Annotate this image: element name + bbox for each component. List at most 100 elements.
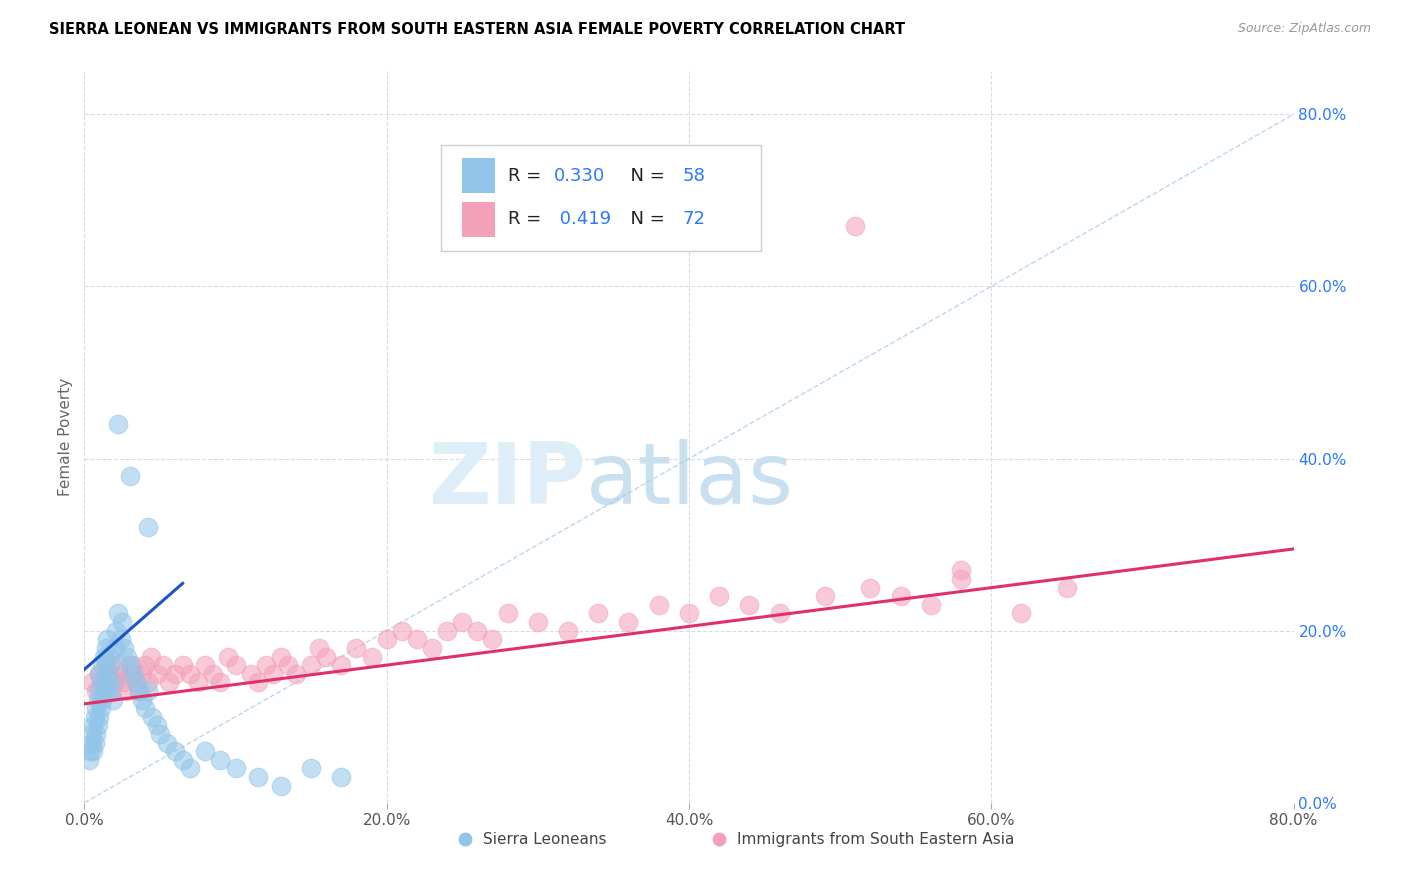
Point <box>93 684 115 698</box>
Text: 58: 58 <box>683 167 706 185</box>
Point <box>165 666 187 681</box>
Point <box>890 589 912 603</box>
Point <box>118 658 141 673</box>
Point <box>91 692 114 706</box>
Text: SIERRA LEONEAN VS IMMIGRANTS FROM SOUTH EASTERN ASIA FEMALE POVERTY CORRELATION : SIERRA LEONEAN VS IMMIGRANTS FROM SOUTH … <box>49 22 905 37</box>
Point <box>128 684 150 698</box>
Point <box>107 658 129 673</box>
Point <box>90 701 112 715</box>
Point <box>375 632 398 647</box>
Point <box>112 640 135 655</box>
Point <box>91 658 114 673</box>
Text: R =: R = <box>508 167 547 185</box>
Point <box>588 607 610 621</box>
Point <box>104 640 127 655</box>
Point <box>262 666 284 681</box>
Point <box>105 624 128 638</box>
Point <box>86 727 108 741</box>
Point <box>121 658 143 673</box>
Point <box>96 666 118 681</box>
Point <box>90 675 112 690</box>
Point <box>678 607 700 621</box>
Point <box>527 615 550 629</box>
Point <box>121 666 143 681</box>
Point <box>87 692 110 706</box>
Point <box>111 615 134 629</box>
Point <box>136 520 159 534</box>
Point <box>84 735 107 749</box>
Point <box>225 761 247 775</box>
Point <box>172 753 194 767</box>
Point <box>89 710 111 724</box>
Point <box>110 666 132 681</box>
Point <box>814 589 837 603</box>
Point <box>141 710 163 724</box>
Point <box>98 658 121 673</box>
Point <box>308 640 330 655</box>
Point <box>1011 607 1033 621</box>
Point <box>118 468 141 483</box>
Point <box>115 684 138 698</box>
Point <box>481 632 503 647</box>
Point <box>118 666 141 681</box>
Point <box>165 744 187 758</box>
Point <box>96 632 118 647</box>
Point <box>136 684 159 698</box>
Point <box>104 675 127 690</box>
Point <box>420 640 443 655</box>
Text: R =: R = <box>508 211 547 228</box>
Point <box>128 684 150 698</box>
Point <box>134 701 156 715</box>
Text: Sierra Leoneans: Sierra Leoneans <box>484 832 607 847</box>
Point <box>209 675 232 690</box>
Point <box>950 564 973 578</box>
Point <box>146 666 169 681</box>
Point <box>149 727 172 741</box>
Text: Source: ZipAtlas.com: Source: ZipAtlas.com <box>1237 22 1371 36</box>
Point <box>134 658 156 673</box>
Point <box>101 692 124 706</box>
Text: N =: N = <box>619 167 671 185</box>
Y-axis label: Female Poverty: Female Poverty <box>58 378 73 496</box>
Point <box>950 572 973 586</box>
Point <box>179 666 201 681</box>
Point <box>209 753 232 767</box>
Point <box>139 649 162 664</box>
Point <box>94 640 117 655</box>
Point <box>920 598 942 612</box>
Point <box>270 779 292 793</box>
Point <box>617 615 640 629</box>
Point <box>1056 581 1078 595</box>
Point <box>436 624 458 638</box>
Text: 72: 72 <box>683 211 706 228</box>
Point <box>79 744 101 758</box>
Point <box>115 649 138 664</box>
Point <box>94 658 117 673</box>
Point <box>93 649 115 664</box>
Point <box>844 219 866 234</box>
Point <box>247 770 270 784</box>
Point <box>146 718 169 732</box>
FancyBboxPatch shape <box>441 145 762 251</box>
Point <box>86 684 108 698</box>
Point <box>107 607 129 621</box>
Point <box>152 658 174 673</box>
Text: Immigrants from South Eastern Asia: Immigrants from South Eastern Asia <box>737 832 1015 847</box>
Point <box>77 753 100 767</box>
Point <box>172 658 194 673</box>
Point <box>239 666 262 681</box>
Point <box>277 658 299 673</box>
Point <box>100 684 122 698</box>
Point <box>738 598 761 612</box>
Text: ZIP: ZIP <box>429 440 586 523</box>
Point <box>330 770 353 784</box>
Point <box>82 718 104 732</box>
Point <box>709 589 731 603</box>
Point <box>194 744 217 758</box>
Point <box>496 607 519 621</box>
Point <box>131 692 153 706</box>
FancyBboxPatch shape <box>461 158 495 194</box>
Point <box>80 735 103 749</box>
Point <box>89 684 111 698</box>
Point <box>156 735 179 749</box>
